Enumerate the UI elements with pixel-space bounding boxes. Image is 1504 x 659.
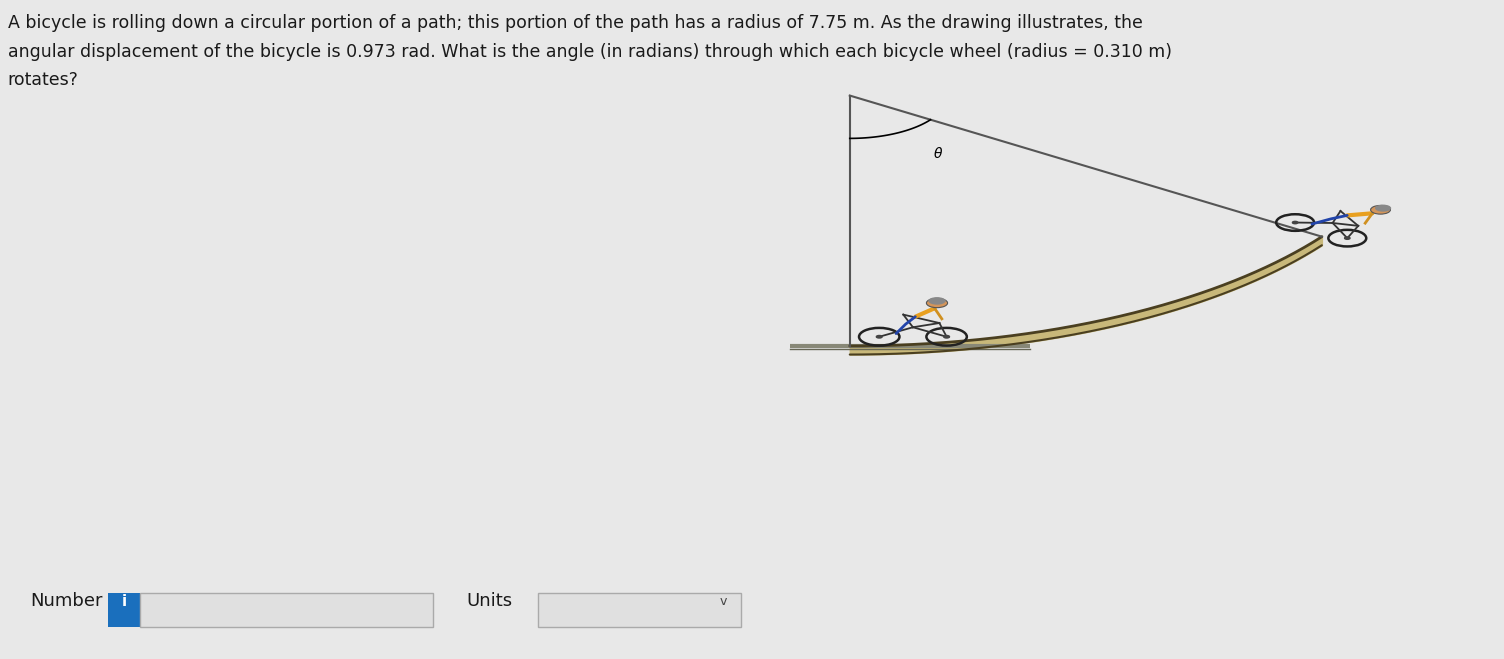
Circle shape: [943, 335, 949, 338]
Text: Units: Units: [466, 592, 513, 610]
Circle shape: [1345, 237, 1351, 239]
FancyBboxPatch shape: [538, 593, 741, 627]
Text: A bicycle is rolling down a circular portion of a path; this portion of the path: A bicycle is rolling down a circular por…: [8, 14, 1143, 32]
Circle shape: [926, 299, 948, 308]
Circle shape: [877, 335, 883, 338]
Text: angular displacement of the bicycle is 0.973 rad. What is the angle (in radians): angular displacement of the bicycle is 0…: [8, 43, 1172, 61]
Text: rotates?: rotates?: [8, 71, 78, 88]
Circle shape: [1292, 221, 1298, 223]
Circle shape: [1370, 206, 1391, 214]
Circle shape: [928, 297, 946, 304]
Text: θ: θ: [934, 147, 943, 161]
Circle shape: [1375, 204, 1391, 212]
Text: v: v: [720, 594, 726, 608]
FancyBboxPatch shape: [140, 593, 433, 627]
Text: i: i: [122, 594, 126, 608]
FancyBboxPatch shape: [108, 593, 140, 627]
Text: Number: Number: [30, 592, 102, 610]
